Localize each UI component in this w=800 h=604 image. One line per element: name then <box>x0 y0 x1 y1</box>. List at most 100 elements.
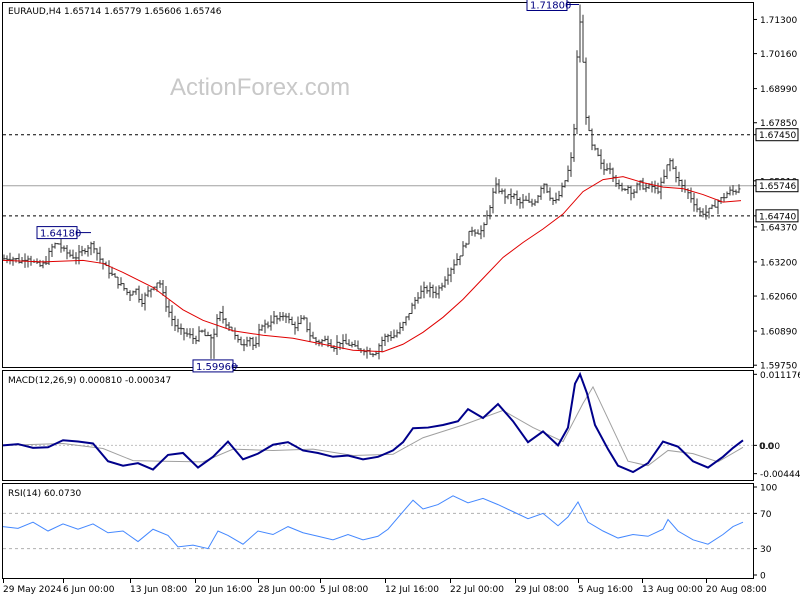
price-bar <box>8 252 12 265</box>
price-bar <box>245 336 249 347</box>
price-bar <box>116 276 120 289</box>
annotation-box <box>526 0 568 11</box>
price-bar <box>425 285 429 294</box>
price-bar <box>578 4 582 63</box>
price-bar <box>110 266 114 277</box>
price-bar <box>86 245 90 257</box>
price-bar <box>194 335 198 345</box>
rsi-y-tick-label: 0 <box>760 572 766 582</box>
price-bar <box>20 256 24 264</box>
price-bar <box>704 205 708 220</box>
price-annotation-2: 1.59960 <box>192 359 238 373</box>
price-bar <box>464 242 468 249</box>
price-bar <box>113 273 117 278</box>
price-bar <box>137 285 141 303</box>
price-bar <box>323 335 327 342</box>
x-axis-tick-label: 20 Jun 16:00 <box>195 585 252 595</box>
watermark: ActionForex.com <box>170 74 350 101</box>
price-bar <box>644 182 648 193</box>
price-bar <box>317 339 321 347</box>
price-bar <box>692 192 696 212</box>
price-bar <box>335 335 339 356</box>
price-bar <box>728 186 732 196</box>
price-bar <box>437 285 441 299</box>
price-bar <box>302 315 306 321</box>
price-bar <box>509 188 513 204</box>
x-axis-tick-label: 29 May 2024 <box>3 585 62 595</box>
price-bar <box>707 207 711 219</box>
price-bar <box>233 327 237 340</box>
price-bar <box>149 288 153 298</box>
price-bar <box>650 181 654 193</box>
price-bar <box>410 302 414 314</box>
annotation-label: 1.64180 <box>40 229 81 240</box>
price-bar <box>470 226 474 236</box>
price-y-tag: 1.64740 <box>755 209 799 223</box>
price-bar <box>395 329 399 338</box>
price-bar <box>272 310 276 325</box>
price-bar <box>188 328 192 339</box>
price-bar <box>320 339 324 347</box>
price-header: EURAUD,H4 1.65714 1.65779 1.65606 1.6574… <box>8 7 222 17</box>
macd-zero-label: 0.0 <box>759 442 774 452</box>
rsi-header: RSI(14) 60.0730 <box>8 489 81 499</box>
price-bar <box>716 199 720 215</box>
price-bar <box>257 323 261 347</box>
x-axis-tick-label: 29 Jul 08:00 <box>515 585 569 595</box>
price-bar <box>722 193 726 202</box>
price-bar <box>710 204 714 210</box>
price-bar <box>677 171 681 186</box>
x-axis-tick-label: 6 Jun 00:00 <box>63 585 115 595</box>
price-bar <box>290 316 294 326</box>
price-y-tick-label: 1.64370 <box>760 223 797 233</box>
price-bar <box>440 282 444 291</box>
price-bar <box>71 249 75 259</box>
price-bar <box>413 297 417 310</box>
price-bar <box>485 210 489 226</box>
price-bar <box>734 189 738 195</box>
price-bar <box>422 281 426 299</box>
price-bar <box>83 248 87 255</box>
price-bar <box>626 185 630 195</box>
price-bar <box>542 183 546 194</box>
rsi-y-tick-label: 30 <box>760 545 772 555</box>
price-bar <box>497 179 501 194</box>
price-bar <box>131 290 135 296</box>
price-bar <box>5 255 9 264</box>
price-bar <box>146 286 150 298</box>
x-axis-tick-label: 20 Aug 08:00 <box>706 585 767 595</box>
price-bar <box>527 192 531 203</box>
price-bar <box>224 318 228 329</box>
price-bar <box>530 198 534 207</box>
price-bar <box>350 341 354 348</box>
macd-line <box>2 371 744 474</box>
price-bar <box>479 225 483 240</box>
price-bar <box>515 190 519 206</box>
price-bar <box>593 144 597 151</box>
price-y-tick-label: 1.60890 <box>760 328 797 338</box>
price-bar <box>575 50 579 135</box>
price-bar <box>185 328 189 337</box>
price-bar <box>602 159 606 175</box>
rsi-series-layer <box>2 495 753 550</box>
price-bar <box>176 318 180 333</box>
price-bar <box>17 253 21 264</box>
axes-layer: 1.713001.701601.689901.678501.674501.659… <box>3 16 800 595</box>
price-bar <box>47 247 51 265</box>
price-bar <box>404 316 408 326</box>
macd-header: MACD(12,26,9) 0.000810 -0.000347 <box>8 376 171 386</box>
price-bar <box>158 280 162 288</box>
macd-y-tick-label: -0.004449 <box>760 470 800 480</box>
price-bar <box>452 259 456 275</box>
price-bar <box>236 334 240 343</box>
price-bar <box>539 186 543 200</box>
price-bar <box>401 321 405 331</box>
price-y-tag-box <box>755 128 799 142</box>
price-bar <box>557 190 561 201</box>
price-bar <box>698 207 702 216</box>
price-bar <box>629 185 633 201</box>
price-bar <box>383 333 387 347</box>
price-annotation-1: 1.64180 <box>36 226 91 240</box>
price-y-tick-label: 1.64740 <box>759 212 796 222</box>
